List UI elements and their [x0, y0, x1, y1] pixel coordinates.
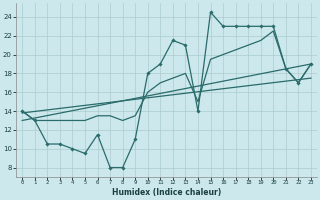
X-axis label: Humidex (Indice chaleur): Humidex (Indice chaleur) [112, 188, 221, 197]
